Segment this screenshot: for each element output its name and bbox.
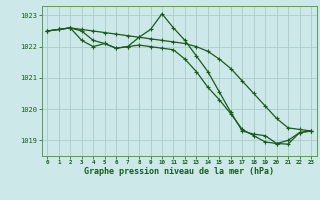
X-axis label: Graphe pression niveau de la mer (hPa): Graphe pression niveau de la mer (hPa)	[84, 167, 274, 176]
